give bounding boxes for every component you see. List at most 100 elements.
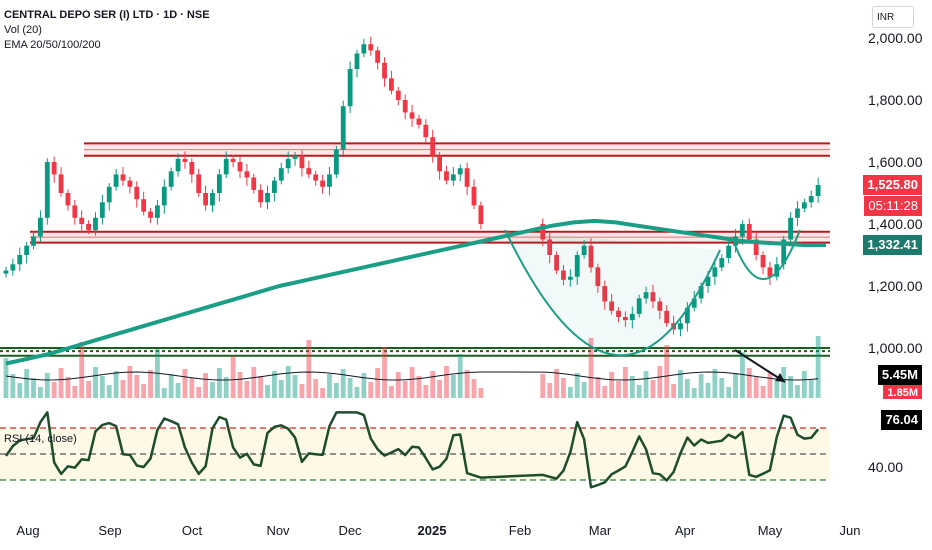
- currency-button[interactable]: INR: [872, 6, 914, 28]
- volume-bar: [581, 382, 587, 398]
- trend-arrow-head: [775, 373, 785, 382]
- volume-bar: [134, 375, 140, 398]
- candle-body: [712, 267, 718, 277]
- volume-bar: [815, 336, 821, 398]
- candle-body: [684, 307, 690, 324]
- volume-bar: [430, 371, 436, 398]
- volume-bar: [161, 388, 167, 398]
- volume-bar: [65, 377, 71, 398]
- volume-bar: [51, 382, 57, 398]
- volume-bar: [540, 374, 546, 398]
- time-tick-label: Aug: [16, 523, 39, 538]
- candle-body: [189, 162, 195, 175]
- candle-body: [51, 162, 57, 175]
- volume-bar: [113, 371, 119, 398]
- volume-bar: [258, 376, 264, 398]
- volume-bar: [402, 381, 408, 398]
- price-tick-label: 1,600.00: [868, 154, 923, 170]
- volume-bar: [753, 377, 759, 398]
- candle-body: [815, 185, 821, 197]
- rsi-value-tag: 76.04: [881, 410, 922, 430]
- volume-bar: [182, 369, 188, 398]
- volume-bar: [561, 378, 566, 398]
- candle-body: [588, 245, 594, 268]
- candle-body: [278, 168, 284, 181]
- candle-body: [382, 62, 387, 79]
- volume-bar: [3, 358, 9, 398]
- candle-body: [760, 255, 766, 268]
- volume-bar: [464, 370, 470, 398]
- volume-bar: [93, 367, 98, 398]
- candle-body: [726, 245, 732, 259]
- volume-bar: [574, 373, 580, 398]
- volume-bar: [340, 369, 346, 398]
- volume-bar: [244, 381, 250, 398]
- time-tick-label: Dec: [338, 523, 362, 538]
- ema-price-tag: 1,332.41: [863, 235, 922, 255]
- candle-body: [409, 112, 415, 119]
- candle-body: [698, 286, 704, 299]
- rsi-indicator-label: RSI (14, close): [4, 433, 77, 445]
- volume-bar: [437, 380, 442, 398]
- candle-body: [547, 239, 553, 255]
- candle-body: [106, 186, 112, 203]
- candle-body: [767, 267, 773, 277]
- candle-body: [574, 255, 580, 277]
- candle-body: [313, 174, 319, 181]
- volume-bar: [554, 369, 559, 398]
- rsi-tick-label: 40.00: [868, 459, 903, 475]
- candle-body: [44, 162, 50, 218]
- trend-arrow: [734, 349, 786, 383]
- volume-bar: [58, 368, 64, 398]
- volume-bar: [684, 379, 690, 398]
- candle-body: [120, 174, 126, 181]
- price-tick-label: 2,000.00: [868, 30, 923, 46]
- volume-bar: [609, 372, 615, 398]
- volume-bar: [120, 380, 126, 398]
- time-tick-label: Sep: [98, 523, 121, 538]
- candle-body: [616, 310, 621, 317]
- volume-bar: [17, 383, 23, 398]
- volume-indicator-label: Vol (20): [4, 24, 42, 36]
- candle-body: [306, 168, 312, 175]
- volume-bar: [478, 388, 484, 398]
- candle-body: [581, 245, 587, 255]
- candle-body: [423, 124, 429, 138]
- candle-body: [347, 69, 353, 107]
- candle-body: [450, 174, 456, 181]
- candle-body: [430, 137, 436, 156]
- candle-body: [196, 174, 202, 193]
- candle-body: [402, 100, 408, 113]
- volume-bar: [251, 367, 257, 398]
- price-tick-label: 1,000.00: [868, 340, 923, 356]
- candle-body: [361, 44, 367, 54]
- volume-bar: [760, 386, 766, 398]
- candle-body: [719, 258, 725, 268]
- volume-bar: [216, 368, 222, 398]
- candle-body: [148, 211, 153, 218]
- candle-body: [801, 202, 807, 209]
- cup-pattern-curve: [504, 229, 721, 357]
- volume-bar: [237, 372, 243, 398]
- volume-bar: [457, 354, 463, 398]
- price-tick-label: 1,200.00: [868, 278, 923, 294]
- candle-body: [251, 177, 257, 190]
- candle-body: [93, 217, 98, 231]
- volume-bar: [265, 385, 270, 398]
- volume-bar: [588, 338, 594, 398]
- candle-body: [471, 186, 477, 206]
- candle-body: [31, 236, 36, 246]
- candle-body: [650, 292, 656, 302]
- candle-body: [567, 276, 573, 280]
- candle-body: [753, 239, 759, 255]
- volume-bar: [24, 369, 30, 398]
- price-tick-label: 1,400.00: [868, 216, 923, 232]
- volume-bar: [79, 342, 85, 398]
- countdown-tag: 05:11:28: [864, 196, 922, 216]
- volume-bar: [189, 378, 195, 398]
- volume-bar: [567, 387, 573, 398]
- volume-bar: [767, 372, 773, 398]
- time-tick-label: Apr: [675, 523, 696, 538]
- candle-body: [795, 208, 800, 218]
